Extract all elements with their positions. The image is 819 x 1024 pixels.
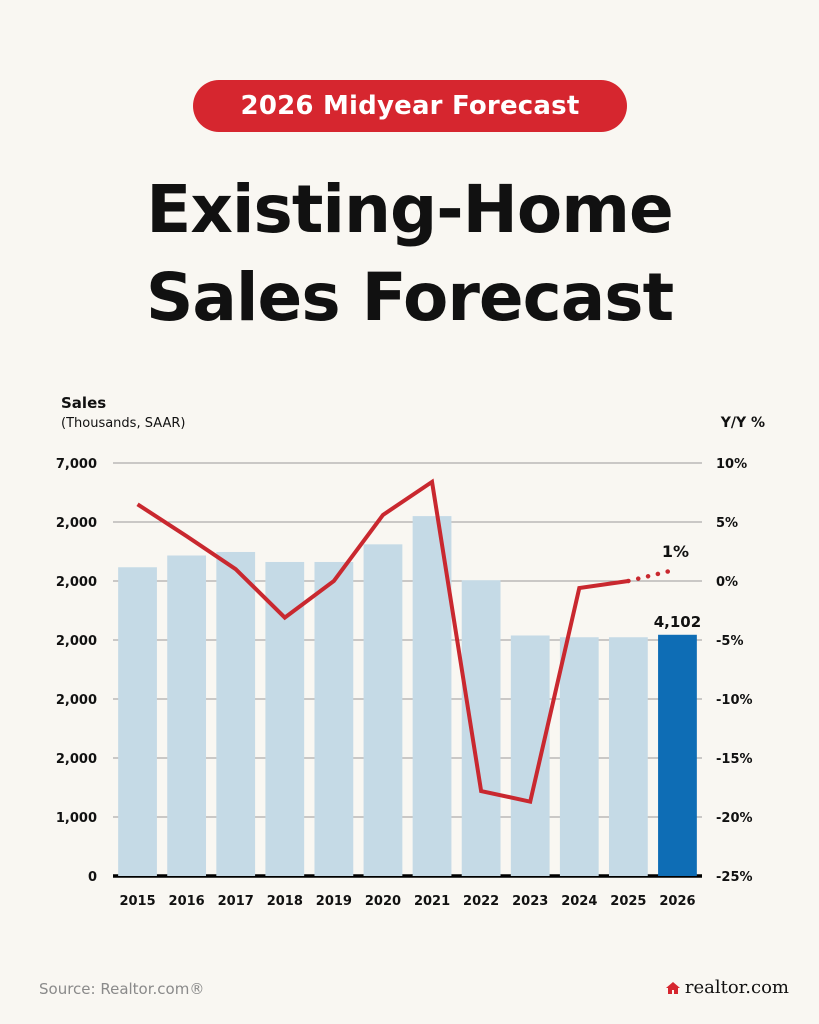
page-title-line-2: Sales Forecast xyxy=(145,259,674,336)
left-axis-subtitle: (Thousands, SAAR) xyxy=(61,416,185,431)
forecast-badge: 2026 Midyear Forecast xyxy=(193,80,627,132)
right-tick-label: -20% xyxy=(716,811,753,826)
left-tick-label: 1,000 xyxy=(56,811,97,826)
left-tick-label: 2,000 xyxy=(56,634,97,649)
left-tick-label: 0 xyxy=(88,870,97,885)
gridlines xyxy=(113,462,702,878)
bar-2021 xyxy=(412,516,452,876)
page-title-line-1: Existing-Home xyxy=(146,171,673,248)
left-axis-title: Sales xyxy=(61,394,106,412)
x-tick-label: 2017 xyxy=(218,894,254,909)
left-tick-label: 2,000 xyxy=(56,516,97,531)
right-tick-label: 5% xyxy=(716,516,738,531)
realtor-logo[interactable]: realtor.com xyxy=(665,977,789,998)
left-tick-label: 2,000 xyxy=(56,575,97,590)
bar-2023 xyxy=(510,635,550,876)
left-tick-label: 2,000 xyxy=(56,752,97,767)
yoy-line-actual xyxy=(136,478,629,805)
left-tick-label: 2,000 xyxy=(56,693,97,708)
bars xyxy=(118,516,697,876)
x-tick-label: 2019 xyxy=(316,894,352,909)
bar-2026 xyxy=(658,634,697,876)
right-tick-label: 10% xyxy=(716,457,747,472)
right-tick-label: -5% xyxy=(716,634,743,649)
yoy-line xyxy=(136,478,680,805)
x-tick-label: 2018 xyxy=(267,894,303,909)
right-tick-label: -15% xyxy=(716,752,753,767)
yoy-line-projected xyxy=(626,566,680,584)
x-tick-label: 2026 xyxy=(659,894,695,909)
source-note: Source: Realtor.com® xyxy=(39,980,205,998)
bar-2025 xyxy=(608,637,648,876)
x-tick-label: 2015 xyxy=(119,894,155,909)
bar-2022 xyxy=(461,580,501,876)
left-tick-label: 7,000 xyxy=(56,457,97,472)
bar-2019 xyxy=(314,561,354,876)
bar-2018 xyxy=(265,561,305,876)
right-tick-label: 0% xyxy=(716,575,738,590)
right-axis-title: Y/Y % xyxy=(720,415,765,431)
x-tick-label: 2020 xyxy=(365,894,401,909)
bar-2017 xyxy=(216,551,256,876)
bar-2016 xyxy=(167,555,207,876)
data-labels: 4,102 1% xyxy=(654,542,701,631)
bar-2020 xyxy=(363,544,403,876)
x-tick-label: 2022 xyxy=(463,894,499,909)
bar-2015 xyxy=(118,567,157,876)
yoy-end-label: 1% xyxy=(662,542,689,561)
x-tick-label: 2016 xyxy=(169,894,205,909)
right-tick-label: -10% xyxy=(716,693,753,708)
bar-2024 xyxy=(559,637,599,876)
house-icon xyxy=(665,981,680,994)
x-tick-label: 2024 xyxy=(561,894,597,909)
x-tick-label: 2021 xyxy=(414,894,450,909)
tick-labels: 0 -25% 1,000 -20% 2,000 -15% 2,000 -10% 2,000 -5%… xyxy=(56,457,753,909)
logo-text: realtor.com xyxy=(684,977,789,998)
right-tick-label: -25% xyxy=(716,870,753,885)
highlight-bar-label: 4,102 xyxy=(654,613,701,631)
x-tick-label: 2025 xyxy=(610,894,646,909)
x-tick-label: 2023 xyxy=(512,894,548,909)
